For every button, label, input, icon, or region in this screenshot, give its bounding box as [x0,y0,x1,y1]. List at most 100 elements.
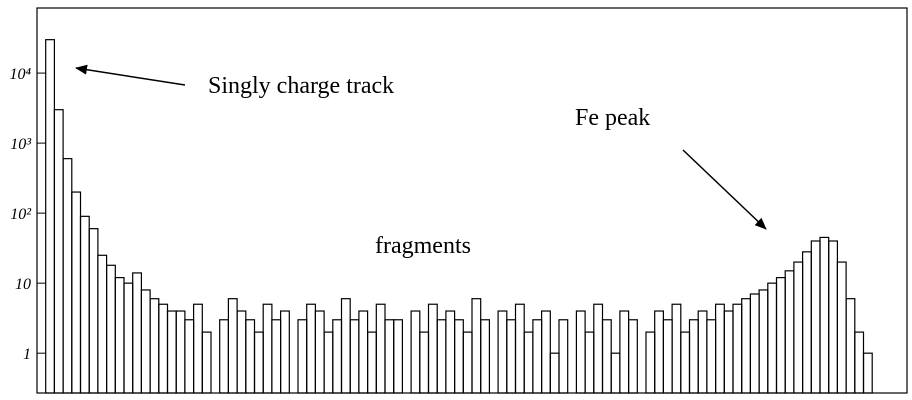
bar [436,319,447,394]
bar [419,331,430,394]
bar [793,261,804,394]
bar [854,331,865,394]
bar [462,331,473,394]
bar [166,310,177,394]
annotation: Singly charge track [208,73,394,99]
bar [184,319,195,394]
bar [714,303,725,394]
bar [340,298,351,394]
bar [758,289,769,394]
bar [149,298,160,394]
bar [123,282,134,394]
y-tick-label: 10³ [10,136,31,153]
bar [741,298,752,394]
y-tick-label: 1 [23,346,31,363]
bar [654,310,665,394]
bar [454,319,464,394]
bar [97,254,108,394]
arrow [75,64,186,86]
bar [706,319,717,394]
y-tick-label: 10² [10,206,32,223]
bar [584,331,595,394]
bar [558,319,569,394]
x-tick-label: 25000 [887,398,912,400]
bar [723,310,734,394]
x-tick-label: 15000 [539,398,579,400]
bar [819,236,830,394]
bar [271,319,282,394]
bar [610,352,621,394]
bar [828,240,839,394]
bar [697,310,708,394]
bar [88,228,99,394]
bar [306,303,317,394]
bar [384,319,395,394]
bar [62,158,73,394]
bar [349,319,360,394]
bar [201,331,212,394]
bar [801,251,812,394]
bar [79,215,90,394]
bar [297,319,308,394]
y-tick-label: 10⁴ [9,66,31,83]
bar [53,109,64,394]
bar [593,303,604,394]
bar [601,319,612,394]
bar [245,319,256,394]
bar [506,319,517,394]
bar [688,319,699,394]
x-tick-label: 5000 [195,398,227,400]
bar [236,310,247,394]
bar [480,319,491,394]
x-tick-label: 0 [33,398,41,400]
bar [193,303,203,394]
bar [358,310,369,394]
bar [114,277,125,394]
bar [253,331,264,394]
bar [523,331,534,394]
bar [367,331,377,394]
bar [732,303,743,394]
bar [645,331,656,394]
bar [514,303,525,394]
x-tick-label: 20000 [713,398,753,400]
x-tick-label: 10000 [365,398,405,400]
bar [375,303,386,394]
bar [323,331,334,394]
bar [497,310,508,394]
bar [227,298,238,394]
bar [132,272,142,394]
bar [575,310,586,394]
annotation: Fe peak [575,105,650,131]
bar [410,310,421,394]
bar [445,310,456,394]
bar [471,298,482,394]
bar [549,352,560,394]
bar [175,310,186,394]
bar [219,319,229,394]
y-tick-label: 10 [15,276,31,293]
bar [845,298,856,394]
bar [836,261,847,394]
bar [105,264,116,394]
bar [619,310,630,394]
bar [671,303,682,394]
bar [332,319,343,394]
bar [45,39,56,394]
annotation: fragments [375,233,471,259]
bar [784,270,795,394]
bar [540,310,551,394]
bar [862,352,873,394]
bar [71,191,82,394]
bar [532,319,543,394]
bar [158,303,169,394]
bar [280,310,290,394]
bar [262,303,273,394]
bar [627,319,638,394]
bar [680,331,691,394]
bar [749,293,760,394]
bar [314,310,325,394]
arrow [682,149,767,230]
bar [140,289,151,394]
bar [662,319,673,394]
